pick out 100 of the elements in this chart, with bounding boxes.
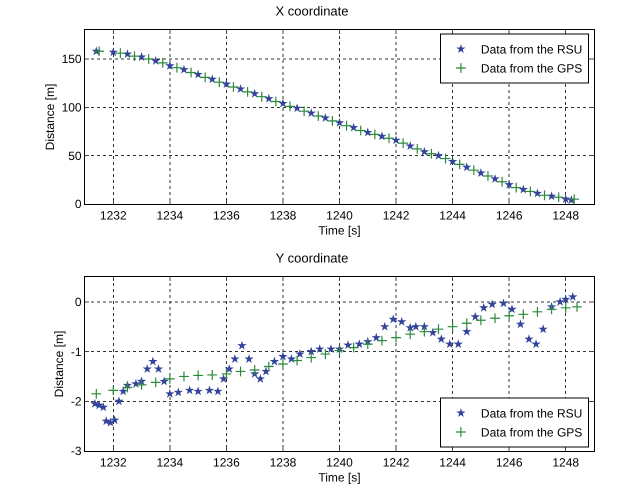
point <box>412 143 423 154</box>
point <box>383 132 394 144</box>
point <box>518 308 529 320</box>
point <box>143 54 154 64</box>
point <box>192 370 204 381</box>
point <box>264 94 274 103</box>
legend-label: Data from the GPS <box>480 426 582 440</box>
point <box>278 98 288 108</box>
point <box>320 113 330 122</box>
point <box>114 48 126 59</box>
x-tick-label: 1244 <box>439 208 466 222</box>
chart-title: Y coordinate <box>276 250 348 266</box>
point <box>136 52 146 62</box>
legend-label: Data from the RSU <box>480 42 582 57</box>
point <box>298 106 310 117</box>
point <box>524 186 536 197</box>
point <box>94 46 105 57</box>
chart-title: X coordinate <box>276 3 348 18</box>
point <box>454 158 466 170</box>
point <box>208 74 217 84</box>
point <box>277 358 288 370</box>
point <box>362 338 374 350</box>
x-tick-label: 1238 <box>270 455 297 470</box>
point <box>128 50 140 62</box>
point <box>376 335 388 346</box>
point <box>432 324 444 335</box>
point <box>560 302 572 314</box>
point <box>406 141 415 150</box>
x-tick-label: 1248 <box>552 208 580 222</box>
x-tick-label: 1240 <box>326 455 354 470</box>
point <box>476 168 486 178</box>
point <box>270 96 282 108</box>
point <box>334 345 345 356</box>
point <box>284 100 296 112</box>
point <box>420 146 429 156</box>
point <box>122 382 133 393</box>
x-tick-label: 1248 <box>552 455 580 470</box>
point <box>186 67 197 78</box>
x-tick-label: 1240 <box>326 208 354 222</box>
point <box>532 306 543 318</box>
point <box>363 128 372 136</box>
x-tick-label: 1242 <box>382 208 410 222</box>
y-axis-title: Distance [m] <box>42 84 57 150</box>
point <box>214 76 225 88</box>
legend-label: Data from the RSU <box>480 406 582 421</box>
x-tick-label: 1236 <box>213 455 240 470</box>
point <box>391 135 401 144</box>
point <box>426 148 437 160</box>
y-tick-label: 150 <box>62 52 82 66</box>
point <box>136 379 148 390</box>
point <box>546 304 558 315</box>
point <box>193 70 203 78</box>
point <box>532 188 542 198</box>
y-tick-label: 100 <box>62 100 82 115</box>
point <box>108 384 119 396</box>
point <box>341 120 352 132</box>
point <box>150 376 162 388</box>
point <box>434 150 444 160</box>
point <box>222 79 232 88</box>
point <box>404 328 416 340</box>
y-tick-label: 50 <box>68 148 82 163</box>
point <box>348 122 358 132</box>
point <box>151 56 160 65</box>
point <box>306 352 317 364</box>
point <box>334 118 344 127</box>
point <box>228 82 239 93</box>
point <box>561 194 570 204</box>
x-tick-label: 1246 <box>496 208 523 222</box>
point <box>572 301 583 312</box>
point <box>263 360 274 372</box>
point <box>220 368 232 380</box>
point <box>568 194 580 204</box>
y-tick-label: -3 <box>70 444 82 458</box>
x-axis-title: Time [s] <box>318 470 361 484</box>
point <box>448 156 458 166</box>
point <box>200 72 211 83</box>
point <box>206 369 218 380</box>
point <box>242 86 254 98</box>
point <box>250 88 260 98</box>
point <box>292 355 303 366</box>
legend-label: Data from the GPS <box>480 62 582 76</box>
point <box>108 47 118 56</box>
y-tick-label: 0 <box>74 295 82 310</box>
point <box>504 180 514 189</box>
point <box>490 174 500 183</box>
point <box>440 153 452 164</box>
x-tick-label: 1232 <box>100 455 127 470</box>
point <box>348 342 360 354</box>
point <box>90 388 102 400</box>
point <box>390 332 402 344</box>
point <box>369 128 380 140</box>
point <box>157 57 168 68</box>
x-tick-label: 1238 <box>270 208 297 222</box>
point <box>306 108 316 118</box>
x-tick-label: 1244 <box>439 455 466 470</box>
point <box>475 314 486 326</box>
point <box>122 49 132 58</box>
point <box>553 192 564 203</box>
point <box>496 176 508 188</box>
point <box>236 84 246 93</box>
